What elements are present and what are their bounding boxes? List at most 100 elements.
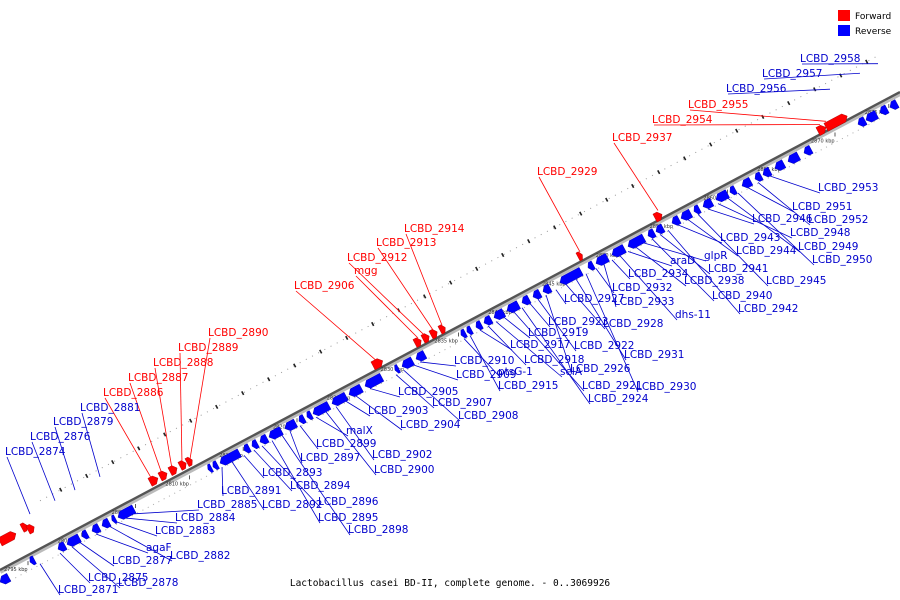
gene-label[interactable]: malX [346,425,373,437]
gene-label[interactable]: LCBD_2898 [348,524,408,536]
gene-label[interactable]: araD [670,255,695,267]
gene-label[interactable]: LCBD_2949 [798,241,858,253]
gene-label[interactable]: LCBD_2926 [570,363,631,375]
gene-label[interactable]: LCBD_2881 [80,402,140,414]
track-dash [657,170,661,175]
gene-label[interactable]: LCBD_2875 [88,572,148,584]
label-connector [763,72,861,80]
gene-label[interactable]: LCBD_2897 [300,452,360,464]
gene-label[interactable]: LCBD_2942 [738,303,798,315]
gene-label[interactable]: LCBD_2907 [432,397,492,409]
gene-label[interactable]: LCBD_2931 [624,349,684,361]
gene-label[interactable]: LCBD_2917 [510,339,570,351]
gene-label[interactable]: LCBD_2933 [614,296,674,308]
gene-label[interactable]: LCBD_2902 [372,449,432,461]
gene-label[interactable]: LCBD_2903 [368,405,428,417]
gene-label[interactable]: mgg [354,265,378,277]
gene-label[interactable]: LCBD_2932 [612,282,672,294]
label-connector [335,406,375,461]
gene-label[interactable]: dhs-11 [675,309,711,321]
gene-label[interactable]: LCBD_2904 [400,419,461,431]
reverse-gene [29,555,37,566]
gene-label[interactable]: LCBD_2883 [155,525,215,537]
gene-label[interactable]: LCBD_2877 [112,555,172,567]
gene-label[interactable]: LCBD_2924 [588,393,649,405]
gene-label[interactable]: LCBD_2882 [170,550,230,562]
gene-label[interactable]: LCBD_2955 [688,99,748,111]
gene-label[interactable]: LCBD_2941 [708,263,768,275]
gene-label[interactable]: LCBD_2956 [726,83,787,95]
label-connector [659,234,711,275]
label-connector [503,317,531,339]
label-connector [79,542,115,567]
gene-label[interactable]: LCBD_2909 [456,369,516,381]
gene-label[interactable]: ptsG-1 [498,366,533,378]
reverse-gene [284,418,298,431]
gene-label[interactable]: LCBD_2952 [808,214,868,226]
gene-label[interactable]: LCBD_2874 [5,446,66,458]
reverse-gene [306,410,314,421]
gene-label[interactable]: LCBD_2954 [652,114,713,126]
label-connector [95,533,149,554]
gene-label[interactable]: LCBD_2918 [524,354,584,366]
reverse-gene [298,414,307,425]
gene-label[interactable]: LCBD_2896 [318,496,379,508]
gene-label[interactable]: LCBD_2914 [404,223,465,235]
gene-label[interactable]: LCBD_2923 [548,316,608,328]
gene-label[interactable]: LCBD_2915 [498,380,558,392]
gene-label[interactable]: LCBD_2887 [128,372,188,384]
gene-label[interactable]: LCBD_2937 [612,132,672,144]
label-connector [289,430,303,464]
tick-label: 2810 kbp [165,481,189,487]
gene-label[interactable]: LCBD_2894 [290,480,351,492]
gene-label[interactable]: agaF [146,542,172,554]
gene-label[interactable]: LCBD_2929 [537,166,597,178]
gene-label[interactable]: LCBD_2899 [316,438,376,450]
gene-label[interactable]: LCBD_2958 [800,53,860,65]
gene-label[interactable]: LCBD_2930 [636,381,696,393]
gene-label[interactable]: LCBD_2927 [564,293,624,305]
label-connector [419,361,457,367]
reverse-gene [401,356,415,369]
reverse-gene [595,253,610,266]
label-connector [253,449,293,492]
gene-label[interactable]: LCBD_2950 [812,254,872,266]
gene-label[interactable]: LCBD_2944 [736,245,797,257]
gene-label[interactable]: LCBD_2884 [175,512,236,524]
gene-label[interactable]: LCBD_2876 [30,431,91,443]
gene-label[interactable]: LCBD_2928 [603,318,663,330]
gene-label[interactable]: LCBD_2878 [118,577,178,589]
tick-label: 2870 kbp [811,139,835,145]
gene-label[interactable]: LCBD_2906 [294,280,355,292]
gene-label[interactable]: LCBD_2892 [262,499,322,511]
gene-label[interactable]: LCBD_2893 [262,467,322,479]
gene-label[interactable]: LCBD_2895 [318,512,378,524]
label-connector [133,509,200,515]
gene-label[interactable]: LCBD_2908 [458,410,518,422]
gene-label[interactable]: LCBD_2945 [766,275,826,287]
gene-label[interactable]: glpR [704,250,728,262]
gene-label[interactable]: LCBD_2943 [720,232,780,244]
gene-label[interactable]: LCBD_2900 [374,464,434,476]
label-connector [613,142,659,211]
gene-label[interactable]: LCBD_2888 [153,357,213,369]
gene-label[interactable]: LCBD_2946 [752,213,813,225]
gene-label[interactable]: LCBD_2938 [684,275,744,287]
reverse-gene [312,401,332,417]
gene-label[interactable]: LCBD_2912 [347,252,407,264]
forward-gene [823,113,848,132]
gene-label[interactable]: LCBD_2951 [792,201,852,213]
lower-track-guide [9,118,881,582]
gene-label[interactable]: LCBD_2953 [818,182,878,194]
gene-label[interactable]: LCBD_2913 [376,237,436,249]
gene-label[interactable]: LCBD_2948 [790,227,850,239]
gene-label[interactable]: LCBD_2885 [197,499,257,511]
gene-label[interactable]: LCBD_2934 [628,268,689,280]
label-connector [295,290,377,361]
gene-label[interactable]: LCBD_2871 [58,584,118,596]
gene-label[interactable]: LCBD_2890 [208,327,268,339]
gene-label[interactable]: LCBD_2921 [582,380,642,392]
gene-label[interactable]: LCBD_2957 [762,68,822,80]
gene-label[interactable]: LCBD_2879 [53,416,113,428]
forward-gene [370,358,383,371]
